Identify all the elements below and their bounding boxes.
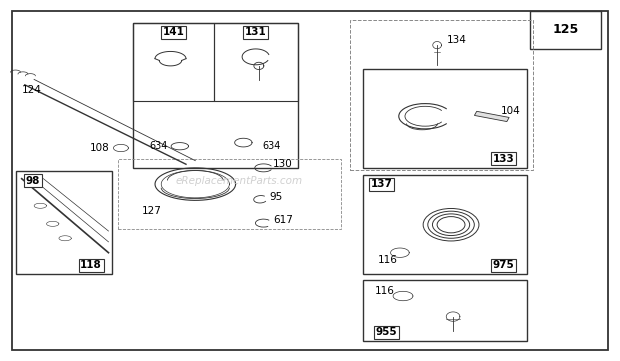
Bar bbox=[363, 175, 527, 274]
Text: 634: 634 bbox=[149, 141, 167, 151]
Text: 137: 137 bbox=[370, 179, 392, 189]
Text: 125: 125 bbox=[552, 23, 579, 36]
Text: 131: 131 bbox=[245, 27, 267, 38]
Text: eReplacementParts.com: eReplacementParts.com bbox=[175, 175, 303, 186]
Text: 955: 955 bbox=[376, 327, 397, 337]
Bar bbox=[363, 69, 527, 168]
Bar bbox=[214, 23, 298, 101]
Text: 118: 118 bbox=[80, 260, 102, 270]
Text: 124: 124 bbox=[22, 85, 42, 95]
Text: 108: 108 bbox=[90, 143, 110, 153]
Text: 975: 975 bbox=[492, 260, 515, 270]
Text: 116: 116 bbox=[374, 286, 394, 296]
Text: 127: 127 bbox=[142, 206, 162, 216]
Bar bbox=[133, 23, 214, 101]
Bar bbox=[118, 159, 341, 229]
Bar bbox=[474, 111, 509, 122]
Bar bbox=[133, 23, 298, 168]
Text: 130: 130 bbox=[273, 159, 293, 169]
Text: 134: 134 bbox=[446, 35, 466, 45]
Text: 104: 104 bbox=[501, 106, 521, 116]
Text: 98: 98 bbox=[25, 175, 40, 186]
Bar bbox=[350, 20, 533, 170]
Text: 141: 141 bbox=[162, 27, 185, 38]
Bar bbox=[530, 11, 601, 49]
Text: 133: 133 bbox=[492, 154, 515, 164]
Text: 617: 617 bbox=[273, 215, 293, 225]
Text: 95: 95 bbox=[270, 192, 283, 202]
Bar bbox=[363, 280, 527, 341]
Text: 116: 116 bbox=[378, 255, 397, 265]
Bar bbox=[16, 171, 112, 274]
Text: 634: 634 bbox=[262, 141, 280, 151]
